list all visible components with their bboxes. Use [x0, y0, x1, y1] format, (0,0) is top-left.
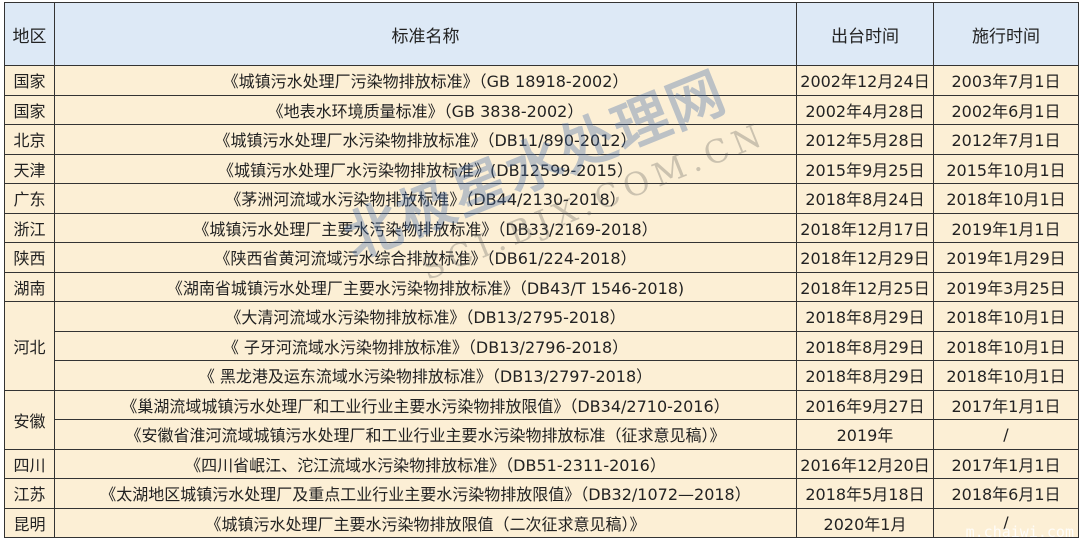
- cell-effective: 2018年10月1日: [933, 360, 1079, 391]
- cell-effective: 2003年7月1日: [933, 65, 1079, 96]
- cell-region: 国家: [4, 94, 55, 125]
- cell-effective: 2018年6月1日: [933, 478, 1079, 509]
- cell-name: 《 子牙河流域水污染物排放标准》（DB13/2796-2018）: [54, 330, 797, 361]
- cell-effective: 2018年10月1日: [933, 330, 1079, 361]
- header-row: 地区 标准名称 出台时间 施行时间: [4, 2, 1079, 66]
- table-row: 昆明 《城镇污水处理厂主要水污染物排放限值（二次征求意见稿）》 2020年1月 /: [4, 507, 1079, 538]
- cell-name: 《太湖地区城镇污水处理厂及重点工业行业主要水污染物排放限值》（DB32/1072…: [54, 478, 797, 509]
- header-effective: 施行时间: [933, 2, 1079, 66]
- cell-issued: 2018年12月17日: [796, 212, 934, 243]
- cell-name: 《城镇污水处理厂主要水污染物排放标准》（DB33/2169-2018）: [54, 212, 797, 243]
- cell-region: 昆明: [4, 507, 55, 538]
- cell-issued: 2018年12月29日: [796, 242, 934, 273]
- table-row: 河北 《大清河流域水污染物排放标准》（DB13/2795-2018） 2018年8月…: [4, 301, 1079, 391]
- table-row: 江苏 《太湖地区城镇污水处理厂及重点工业行业主要水污染物排放限值》（DB32/10…: [4, 478, 1079, 509]
- cell-effective: /: [933, 419, 1079, 450]
- cell-name: 《茅洲河流域水污染物排放标准》（DB44/2130-2018）: [54, 183, 797, 214]
- cell-name: 《大清河流域水污染物排放标准》（DB13/2795-2018）: [54, 301, 797, 332]
- cell-effective: 2019年1月1日: [933, 212, 1079, 243]
- cell-issued: 2012年5月28日: [796, 124, 934, 155]
- cell-region: 陕西: [4, 242, 55, 273]
- cell-issued: 2015年9月25日: [796, 153, 934, 184]
- table-row: 安徽 《巢湖流域城镇污水处理厂和工业行业主要水污染物排放限值》（DB34/2710…: [4, 389, 1079, 450]
- cell-effective: 2018年10月1日: [933, 301, 1079, 332]
- cell-region: 安徽: [4, 389, 55, 450]
- cell-region: 湖南: [4, 271, 55, 302]
- cell-effective: 2017年1月1日: [933, 389, 1079, 420]
- cell-region: 江苏: [4, 478, 55, 509]
- cell-name: 《城镇污水处理厂主要水污染物排放限值（二次征求意见稿）》: [54, 507, 797, 538]
- table-row: 北京 《城镇污水处理厂水污染物排放标准》（DB11/890-2012） 2012年5…: [4, 124, 1079, 155]
- cell-issued: 2018年8月29日: [796, 301, 934, 332]
- table-row: 国家 《地表水环境质量标准》（GB 3838-2002） 2002年4月28日 200…: [4, 94, 1079, 125]
- cell-region: 广东: [4, 183, 55, 214]
- cell-region: 四川: [4, 448, 55, 479]
- table-row: 广东 《茅洲河流域水污染物排放标准》（DB44/2130-2018） 2018年8月…: [4, 183, 1079, 214]
- cell-issued: 2016年12月20日: [796, 448, 934, 479]
- cell-region: 河北: [4, 301, 55, 391]
- header-name: 标准名称: [54, 2, 797, 66]
- cell-name: 《巢湖流域城镇污水处理厂和工业行业主要水污染物排放限值》（DB34/2710-2…: [54, 389, 797, 420]
- cell-name: 《城镇污水处理厂污染物排放标准》（GB 18918-2002）: [54, 65, 797, 96]
- header-issued: 出台时间: [796, 2, 934, 66]
- cell-issued: 2018年8月29日: [796, 330, 934, 361]
- cell-issued: 2019年: [796, 419, 934, 450]
- table-row: 《安徽省淮河流域城镇污水处理厂和工业行业主要水污染物排放标准（征求意见稿）》 20…: [5, 419, 1079, 450]
- standards-table: 地区 标准名称 出台时间 施行时间 国家 《城镇污水处理厂污染物排放标准》（GB …: [4, 2, 1079, 538]
- cell-effective: 2019年3月25日: [933, 271, 1079, 302]
- cell-region: 天津: [4, 153, 55, 184]
- cell-region: 浙江: [4, 212, 55, 243]
- cell-effective: 2019年1月29日: [933, 242, 1079, 273]
- table-row: 天津 《城镇污水处理厂水污染物排放标准》(DB12599-2015） 2015年9月…: [4, 153, 1079, 184]
- table-row: 《 子牙河流域水污染物排放标准》（DB13/2796-2018） 2018年8月2…: [5, 330, 1079, 361]
- cell-issued: 2018年8月24日: [796, 183, 934, 214]
- table-row: 湖南 《湖南省城镇污水处理厂主要水污染物排放标准》（DB43/T 1546-201…: [4, 271, 1079, 302]
- cell-issued: 2018年8月29日: [796, 360, 934, 391]
- cell-name: 《湖南省城镇污水处理厂主要水污染物排放标准》（DB43/T 1546-2018): [54, 271, 797, 302]
- cell-effective: 2002年6月1日: [933, 94, 1079, 125]
- cell-issued: 2002年4月28日: [796, 94, 934, 125]
- cell-issued: 2018年12月25日: [796, 271, 934, 302]
- table-row: 四川 《四川省岷江、沱江流域水污染物排放标准》（DB51-2311-2016） 20…: [4, 448, 1079, 479]
- cell-name: 《城镇污水处理厂水污染物排放标准》(DB12599-2015）: [54, 153, 797, 184]
- cell-effective: /: [933, 507, 1079, 538]
- cell-effective: 2018年10月1日: [933, 183, 1079, 214]
- cell-region: 北京: [4, 124, 55, 155]
- header-region: 地区: [4, 2, 55, 66]
- cell-region: 国家: [4, 65, 55, 96]
- cell-name: 《地表水环境质量标准》（GB 3838-2002）: [54, 94, 797, 125]
- cell-issued: 2018年5月18日: [796, 478, 934, 509]
- cell-effective: 2015年10月1日: [933, 153, 1079, 184]
- cell-effective: 2012年7月1日: [933, 124, 1079, 155]
- cell-name: 《陕西省黄河流域污水综合排放标准》（DB61/224-2018）: [54, 242, 797, 273]
- cell-effective: 2017年1月1日: [933, 448, 1079, 479]
- cell-name: 《安徽省淮河流域城镇污水处理厂和工业行业主要水污染物排放标准（征求意见稿）》: [54, 419, 797, 450]
- cell-name: 《 黑龙港及运东流域水污染物排放标准》（DB13/2797-2018）: [54, 360, 797, 391]
- cell-issued: 2020年1月: [796, 507, 934, 538]
- cell-issued: 2002年12月24日: [796, 65, 934, 96]
- cell-name: 《四川省岷江、沱江流域水污染物排放标准》（DB51-2311-2016）: [54, 448, 797, 479]
- table-row: 国家 《城镇污水处理厂污染物排放标准》（GB 18918-2002） 2002年12…: [4, 65, 1079, 96]
- table-row: 浙江 《城镇污水处理厂主要水污染物排放标准》（DB33/2169-2018） 201…: [4, 212, 1079, 243]
- cell-name: 《城镇污水处理厂水污染物排放标准》（DB11/890-2012）: [54, 124, 797, 155]
- table-row: 陕西 《陕西省黄河流域污水综合排放标准》（DB61/224-2018） 2018年1…: [4, 242, 1079, 273]
- table-row: 《 黑龙港及运东流域水污染物排放标准》（DB13/2797-2018） 2018年…: [5, 360, 1079, 391]
- cell-issued: 2016年9月27日: [796, 389, 934, 420]
